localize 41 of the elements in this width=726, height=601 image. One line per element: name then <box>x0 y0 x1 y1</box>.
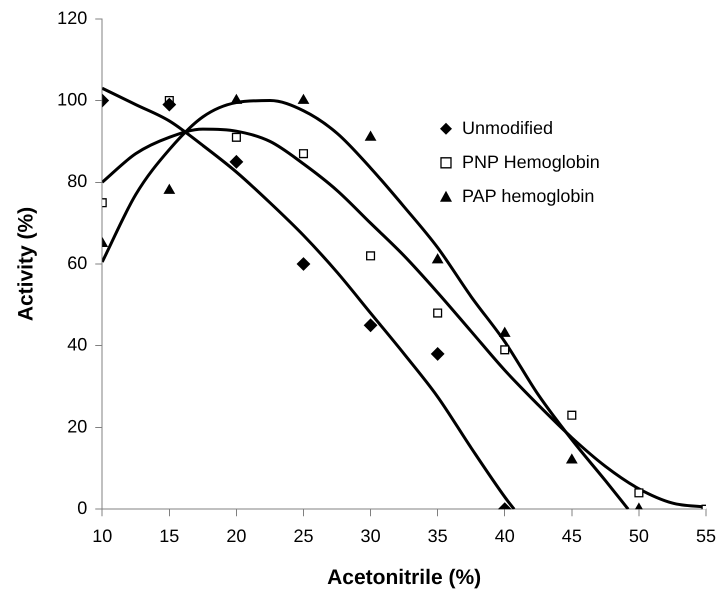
point <box>164 184 175 194</box>
x-tick-label: 35 <box>428 526 448 546</box>
y-tick-label: 0 <box>77 498 88 518</box>
point <box>298 149 308 158</box>
point <box>365 131 376 141</box>
point <box>298 94 309 104</box>
point <box>499 327 510 337</box>
x-axis-title: Acetonitrile (%) <box>327 566 482 590</box>
point <box>634 488 644 498</box>
x-tick-label: 50 <box>628 526 649 546</box>
point <box>432 254 444 264</box>
point <box>162 98 176 112</box>
point <box>364 318 378 332</box>
point <box>566 454 578 464</box>
legend-label: Unmodified <box>462 118 554 138</box>
x-tick-label: 20 <box>226 526 246 546</box>
x-tick-label: 45 <box>562 526 582 546</box>
x-tick-label: 10 <box>92 526 112 546</box>
y-axis-title: Activity (%) <box>14 206 38 322</box>
point <box>433 308 442 318</box>
x-tick-label: 15 <box>159 526 180 546</box>
point <box>230 94 242 104</box>
x-tick-label: 40 <box>494 526 515 546</box>
point <box>366 251 376 260</box>
legend-label: PAP hemoglobin <box>462 186 594 206</box>
x-tick-label: 30 <box>360 526 381 546</box>
y-tick-label: 100 <box>57 90 88 110</box>
x-tick-label: 55 <box>696 526 716 546</box>
y-tick-label: 20 <box>67 416 88 436</box>
legend-label: PNP Hemoglobin <box>462 152 600 172</box>
y-tick-label: 60 <box>67 252 88 273</box>
y-tick-label: 40 <box>67 334 88 355</box>
point <box>296 257 310 271</box>
point <box>230 155 244 168</box>
point <box>232 132 241 142</box>
y-tick-label: 120 <box>57 8 88 28</box>
y-tick-label: 80 <box>67 171 88 192</box>
point <box>567 410 576 420</box>
point <box>500 345 510 354</box>
x-tick-label: 25 <box>293 526 314 546</box>
point <box>431 347 444 361</box>
